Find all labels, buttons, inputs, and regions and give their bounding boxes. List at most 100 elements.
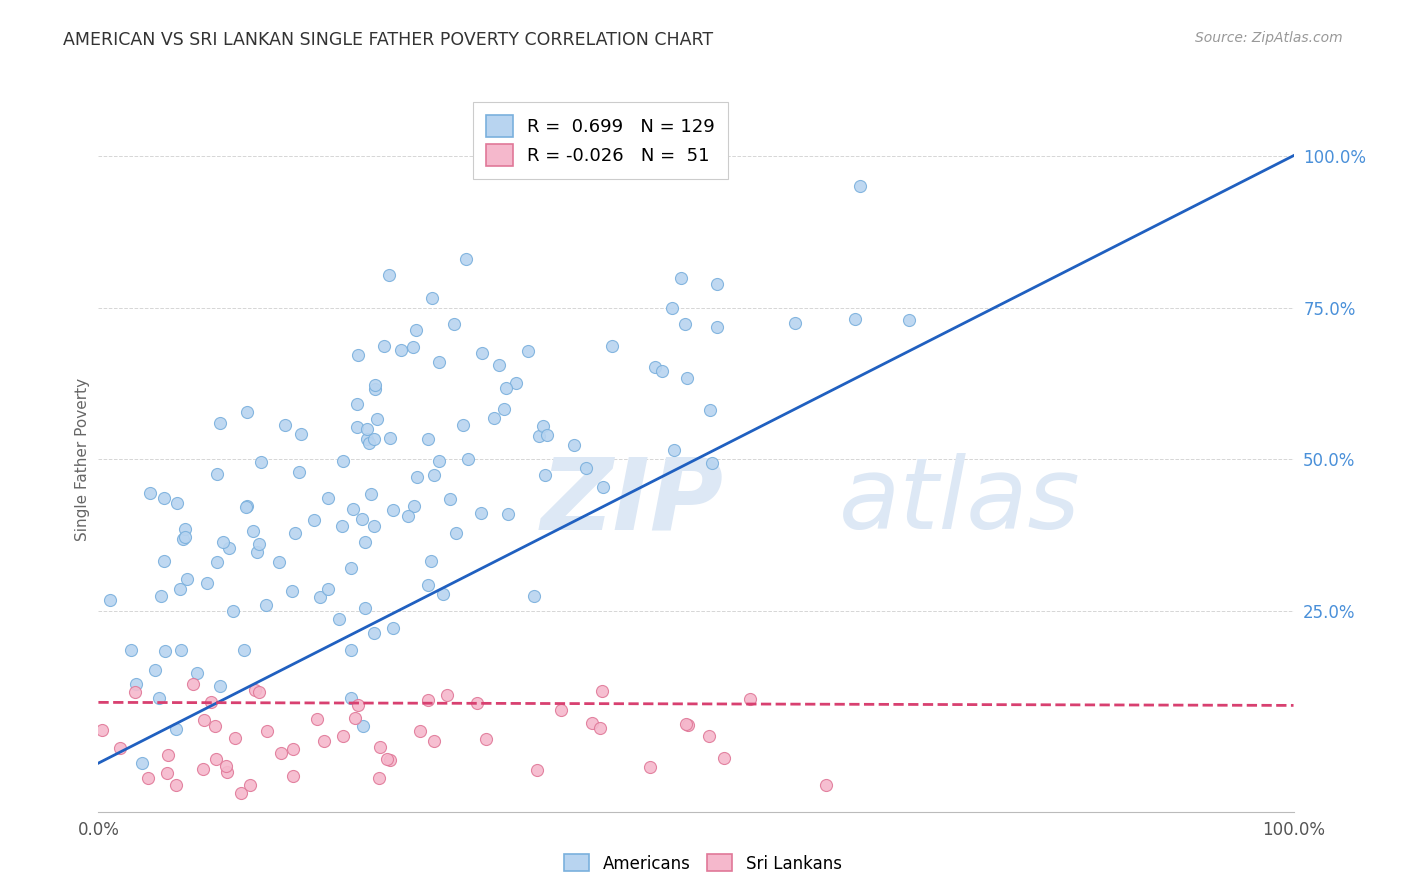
Point: [366, 412, 388, 426]
Point: [644, 360, 666, 375]
Point: [235, 500, 257, 514]
Point: [316, 491, 339, 505]
Point: [526, 764, 548, 778]
Point: [346, 397, 368, 411]
Point: [131, 756, 153, 771]
Point: [200, 695, 222, 709]
Point: [465, 696, 488, 710]
Point: [165, 778, 187, 792]
Point: [204, 719, 226, 733]
Point: [550, 703, 572, 717]
Point: [98, 592, 121, 607]
Point: [316, 582, 339, 596]
Point: [416, 433, 439, 447]
Point: [256, 598, 278, 612]
Point: [239, 778, 262, 792]
Point: [288, 465, 311, 479]
Point: [382, 503, 405, 517]
Point: [488, 359, 510, 373]
Point: [482, 411, 505, 425]
Point: [531, 418, 554, 433]
Point: [269, 555, 291, 569]
Point: [713, 751, 735, 765]
Point: [814, 778, 837, 792]
Point: [373, 339, 395, 353]
Point: [304, 513, 326, 527]
Point: [346, 348, 368, 362]
Point: [250, 455, 273, 469]
Legend: R =  0.699   N = 129, R = -0.026   N =  51: R = 0.699 N = 129, R = -0.026 N = 51: [472, 102, 728, 178]
Point: [352, 719, 374, 733]
Point: [314, 733, 336, 747]
Point: [357, 435, 380, 450]
Point: [224, 731, 246, 745]
Point: [344, 711, 367, 725]
Point: [536, 427, 558, 442]
Point: [381, 622, 404, 636]
Point: [706, 320, 728, 334]
Point: [562, 438, 585, 452]
Legend: Americans, Sri Lankans: Americans, Sri Lankans: [558, 847, 848, 880]
Point: [173, 522, 195, 536]
Point: [205, 467, 228, 481]
Point: [120, 643, 142, 657]
Point: [243, 683, 266, 698]
Point: [699, 403, 721, 417]
Point: [402, 340, 425, 354]
Point: [422, 291, 444, 305]
Point: [516, 344, 538, 359]
Point: [181, 677, 204, 691]
Point: [581, 716, 603, 731]
Point: [222, 604, 245, 618]
Point: [364, 377, 387, 392]
Point: [339, 642, 361, 657]
Point: [284, 525, 307, 540]
Point: [396, 509, 419, 524]
Point: [432, 587, 454, 601]
Point: [439, 492, 461, 507]
Point: [706, 277, 728, 292]
Point: [153, 554, 176, 568]
Point: [136, 772, 159, 786]
Point: [363, 626, 385, 640]
Point: [378, 753, 401, 767]
Point: [898, 313, 921, 327]
Point: [176, 572, 198, 586]
Point: [169, 643, 191, 657]
Point: [675, 716, 697, 731]
Point: [205, 555, 228, 569]
Point: [281, 742, 304, 756]
Point: [588, 721, 610, 735]
Text: AMERICAN VS SRI LANKAN SINGLE FATHER POVERTY CORRELATION CHART: AMERICAN VS SRI LANKAN SINGLE FATHER POV…: [63, 31, 713, 49]
Text: ZIP: ZIP: [541, 453, 724, 550]
Point: [290, 427, 312, 442]
Point: [456, 252, 478, 266]
Point: [332, 454, 354, 468]
Point: [236, 499, 259, 513]
Point: [471, 346, 494, 360]
Point: [367, 772, 389, 786]
Point: [247, 536, 270, 550]
Point: [156, 747, 179, 762]
Point: [354, 601, 377, 615]
Point: [214, 759, 236, 773]
Point: [145, 664, 167, 678]
Point: [148, 691, 170, 706]
Point: [495, 381, 517, 395]
Point: [353, 534, 375, 549]
Point: [153, 491, 176, 506]
Point: [309, 590, 332, 604]
Point: [217, 764, 239, 779]
Point: [523, 589, 546, 603]
Point: [342, 501, 364, 516]
Point: [209, 679, 232, 693]
Point: [153, 644, 176, 658]
Point: [191, 762, 214, 776]
Point: [281, 583, 304, 598]
Point: [675, 371, 697, 385]
Point: [186, 665, 208, 680]
Point: [444, 526, 467, 541]
Point: [496, 508, 519, 522]
Point: [328, 612, 350, 626]
Point: [229, 787, 252, 801]
